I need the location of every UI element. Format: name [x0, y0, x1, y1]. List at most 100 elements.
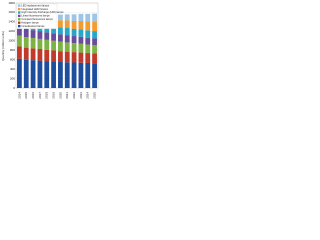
bar-segment [64, 28, 70, 36]
bar-segment [58, 14, 63, 21]
bar-segment [85, 13, 91, 22]
bar-segment [92, 45, 97, 54]
y-axis-label: Quantity (million units) [1, 31, 5, 61]
bar-segment [92, 31, 97, 39]
y-tick-label: 400 [10, 67, 15, 71]
bar-segment [51, 50, 56, 62]
bar-segment [23, 59, 29, 88]
x-tick-label: 2015 [24, 92, 28, 99]
bar-segment [30, 60, 36, 88]
bar-segment [58, 27, 63, 35]
x-tick-label: 2017 [38, 92, 42, 99]
bar-segment [64, 14, 70, 21]
bar-segment [30, 37, 36, 49]
bar-segment [58, 34, 63, 42]
bar-segment [51, 61, 56, 88]
x-tick-label: 2016 [31, 92, 35, 99]
bar-segment [51, 40, 56, 51]
bar-segment [58, 20, 63, 28]
bar-segment [64, 62, 70, 88]
bar-segment [23, 28, 29, 37]
x-tick-label: 2019 [52, 92, 56, 99]
chart: Quantity (million units) 0 200 400 600 800 10… [1, 1, 99, 99]
bar-segment [44, 61, 50, 88]
bar-segment [78, 13, 84, 21]
bar-segment [85, 44, 91, 54]
bar-segment [71, 20, 77, 29]
legend-swatch [18, 18, 21, 21]
bar-segment [78, 20, 84, 30]
legend-label: Compact fluorescent lamps [21, 17, 53, 21]
legend-label: Integrated LED fixtures [21, 7, 48, 11]
bar-segment [58, 62, 63, 88]
y-tick-label: 1800 [8, 1, 15, 5]
bar-segment [85, 37, 91, 45]
bar-segment [23, 47, 29, 60]
bar-segment [58, 41, 63, 52]
legend-label: Halogen lamps [21, 20, 39, 24]
legend-swatch [18, 7, 21, 11]
x-tick-label: 2022 [72, 92, 76, 99]
y-tick-label: 800 [10, 48, 15, 52]
x-tick-label: 2014 [17, 92, 21, 99]
bar-segment [71, 36, 77, 44]
bar-segment [85, 62, 91, 88]
bar-segment [78, 29, 84, 37]
bar-segment [85, 30, 91, 38]
legend-label: Incandescent lamps [21, 24, 45, 28]
y-tick-label: 1400 [8, 20, 15, 24]
bar-segment [71, 52, 77, 63]
bar-segment [92, 21, 97, 32]
bar-segment [17, 35, 22, 47]
bar-segment [78, 62, 84, 88]
legend-swatch [18, 11, 21, 14]
bar-segment [58, 51, 63, 63]
y-tick-label: 0 [13, 86, 15, 90]
bar-segment [51, 26, 56, 34]
bar-segment [71, 62, 77, 88]
legend-swatch [18, 21, 21, 24]
bar-segment [78, 36, 84, 44]
y-tick-label: 1200 [8, 29, 15, 33]
bar-segment [64, 20, 70, 29]
bar-segment [17, 58, 22, 88]
bar-segment [92, 53, 97, 64]
x-tick-label: 2023 [79, 92, 83, 99]
legend-swatch [18, 4, 21, 7]
bar-segment [85, 53, 91, 63]
x-tick-label: 2025 [93, 92, 97, 99]
bar-segment [37, 38, 43, 50]
bar-segment [92, 38, 97, 46]
x-tick-label: 2024 [86, 92, 90, 99]
bar-segment [37, 31, 43, 39]
x-tick-label: 2020 [58, 92, 62, 99]
bar-segment [44, 32, 50, 40]
bar-segment [85, 21, 91, 31]
bar-segment [71, 14, 77, 21]
bar-segment [23, 37, 29, 48]
legend-label: LED replacement lamps [21, 3, 49, 7]
bar-segment [64, 42, 70, 52]
bar-segment [71, 43, 77, 53]
bar-segment [78, 43, 84, 53]
bar-segment [37, 60, 43, 88]
legend-swatch [18, 14, 21, 18]
legend-label: High intensity discharge (HID) lamps [21, 10, 64, 14]
x-tick-label: 2018 [45, 92, 49, 99]
y-tick-label: 200 [10, 76, 15, 80]
bar-segment [64, 51, 70, 63]
bar-segment [44, 39, 50, 50]
plot-frame [15, 2, 99, 89]
bar-segment [44, 49, 50, 62]
x-tick-label: 2021 [65, 92, 69, 99]
bar-segment [78, 52, 84, 63]
bar-segment [92, 63, 97, 88]
bar-segment [64, 35, 70, 43]
bar-segment [92, 13, 97, 22]
y-tick-label: 1000 [8, 39, 15, 43]
bar-segment [30, 48, 36, 61]
legend-box [16, 3, 58, 29]
bar-segment [30, 30, 36, 38]
y-tick-label: 1600 [8, 10, 15, 14]
bar-segment [37, 49, 43, 61]
